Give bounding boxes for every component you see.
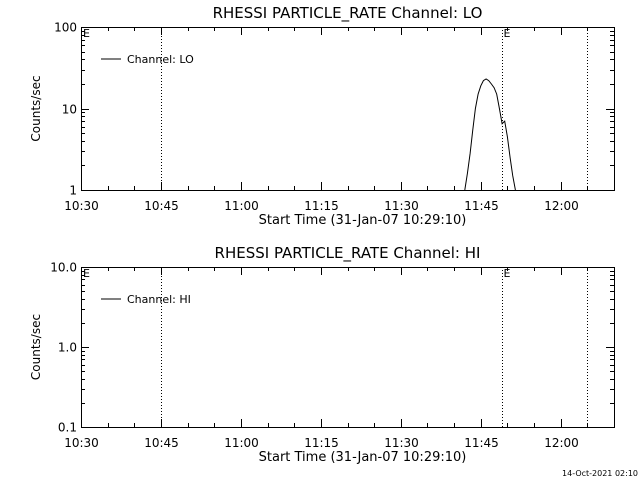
x-tick-label: 12:00 bbox=[544, 199, 579, 213]
x-tick-label: 11:15 bbox=[304, 436, 339, 450]
time-marker-label: E bbox=[504, 267, 511, 280]
x-tick-label: 10:45 bbox=[144, 199, 179, 213]
lo-channel-panel: RHESSI PARTICLE_RATE Channel: LO 10:30 10:… bbox=[29, 4, 615, 228]
x-tick-label: 10:30 bbox=[64, 199, 99, 213]
x-axis-title: Start Time (31-Jan-07 10:29:10) bbox=[259, 450, 467, 465]
x-tick-label: 11:00 bbox=[224, 199, 259, 213]
hi-channel-panel: RHESSI PARTICLE_RATE Channel: HI 10:30 10:… bbox=[29, 244, 615, 465]
x-tick-label: 11:30 bbox=[384, 199, 419, 213]
x-tick-label: 11:45 bbox=[464, 199, 499, 213]
chart-title: RHESSI PARTICLE_RATE Channel: HI bbox=[215, 244, 481, 263]
y-tick-label: 100 bbox=[54, 21, 77, 35]
y-tick-label: 0.1 bbox=[58, 421, 77, 435]
legend-label: Channel: LO bbox=[127, 53, 194, 66]
y-tick-label: 10.0 bbox=[50, 261, 77, 275]
corner-marker-label: E bbox=[83, 267, 90, 280]
timestamp-footer: 14-Oct-2021 02:10 bbox=[562, 469, 638, 478]
time-marker-label: E bbox=[504, 27, 511, 40]
legend-label: Channel: HI bbox=[127, 293, 191, 306]
y-tick-label: 1 bbox=[69, 184, 77, 198]
x-tick-label: 10:30 bbox=[64, 436, 99, 450]
y-tick-label: 10 bbox=[62, 103, 77, 117]
x-axis-title: Start Time (31-Jan-07 10:29:10) bbox=[259, 213, 467, 228]
x-tick-label: 12:00 bbox=[544, 436, 579, 450]
x-tick-label: 11:30 bbox=[384, 436, 419, 450]
x-tick-label: 11:00 bbox=[224, 436, 259, 450]
x-tick-label: 11:45 bbox=[464, 436, 499, 450]
y-axis-title: Counts/sec bbox=[29, 314, 43, 380]
corner-marker-label: E bbox=[83, 27, 90, 40]
y-tick-label: 1.0 bbox=[58, 341, 77, 355]
y-axis-title: Counts/sec bbox=[29, 75, 43, 141]
x-tick-label: 11:15 bbox=[304, 199, 339, 213]
series-line bbox=[464, 78, 516, 191]
chart-title: RHESSI PARTICLE_RATE Channel: LO bbox=[213, 4, 483, 23]
x-tick-label: 10:45 bbox=[144, 436, 179, 450]
